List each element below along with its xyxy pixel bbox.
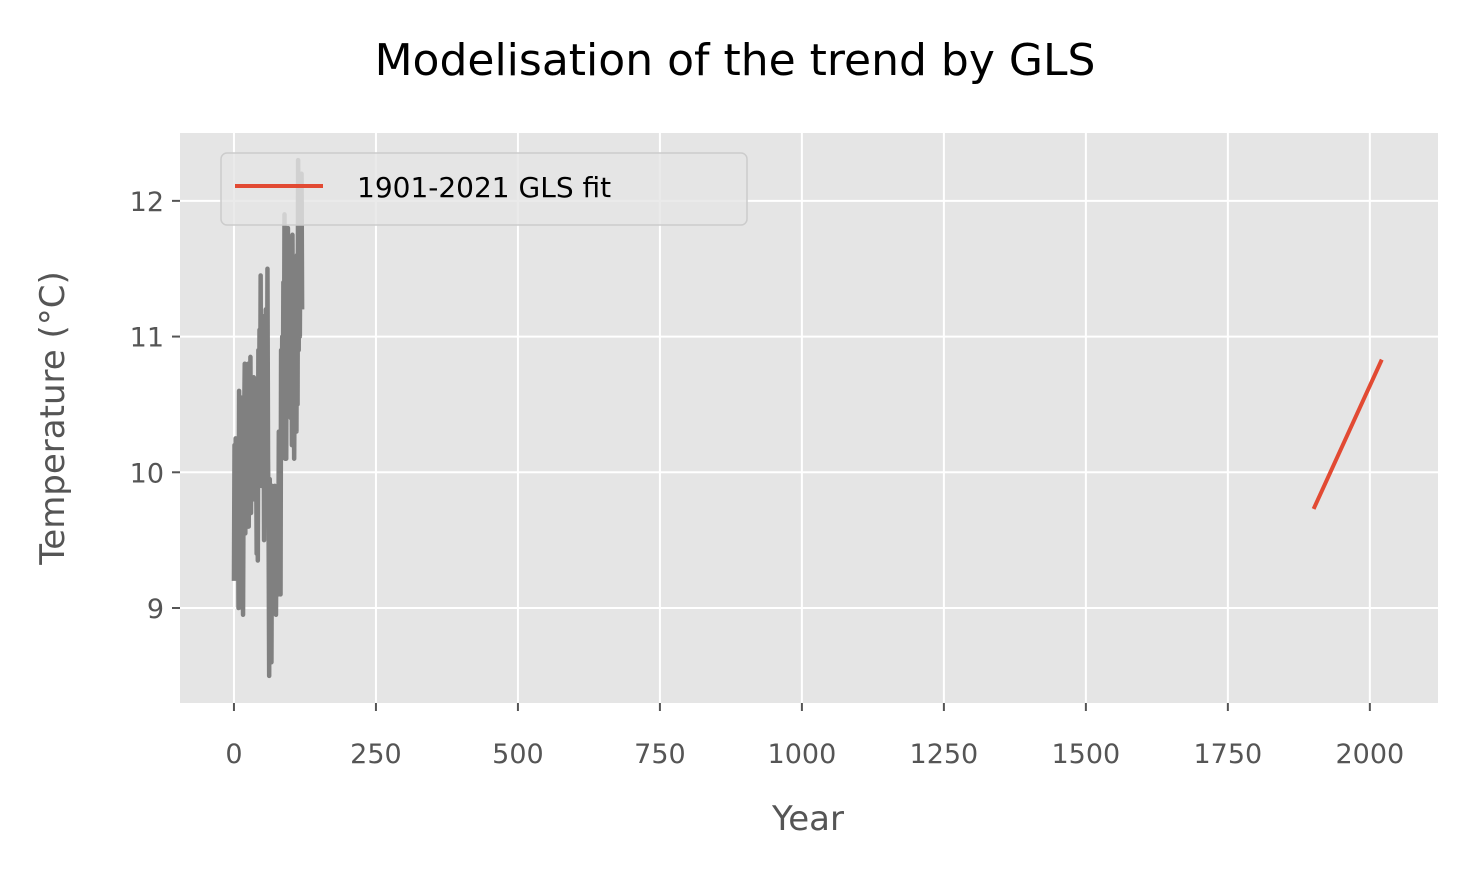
y-axis-label: Temperature (°C)	[33, 271, 73, 565]
x-tick-label: 1750	[1194, 739, 1263, 770]
x-axis-ticks: 0 250 500 750 1000 1250 1500 1750 2000	[225, 703, 1404, 770]
y-tick-label: 12	[130, 187, 164, 218]
x-axis-label: Year	[771, 799, 844, 839]
legend-box	[220, 152, 748, 226]
x-tick-label: 250	[350, 739, 402, 770]
legend-entry-label: 1901-2021 GLS fit	[357, 171, 611, 204]
x-tick-label: 1250	[910, 739, 979, 770]
chart-title: Modelisation of the trend by GLS	[375, 35, 1096, 86]
y-axis-ticks: 9 10 11 12	[130, 187, 180, 625]
grid-lines	[180, 133, 1438, 703]
temperature-series-line	[231, 157, 305, 679]
y-tick-label: 10	[130, 458, 164, 489]
x-tick-label: 750	[634, 739, 686, 770]
x-tick-label: 2000	[1335, 739, 1404, 770]
gls-fit-line	[1311, 358, 1384, 510]
x-tick-label: 0	[225, 739, 242, 770]
y-tick-label: 9	[147, 594, 164, 625]
series-group	[231, 157, 1384, 679]
legend: 1901-2021 GLS fit	[220, 152, 748, 226]
y-tick-label: 11	[130, 323, 164, 354]
x-tick-label: 1500	[1052, 739, 1121, 770]
x-tick-label: 1000	[768, 739, 837, 770]
x-tick-label: 500	[492, 739, 544, 770]
